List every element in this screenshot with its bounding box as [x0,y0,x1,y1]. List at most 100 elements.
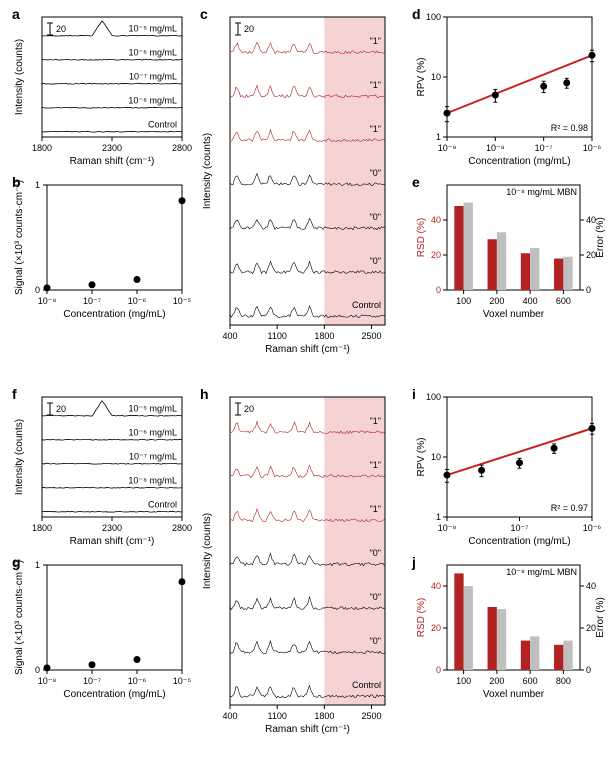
svg-text:1: 1 [436,512,441,522]
svg-text:Voxel number: Voxel number [483,309,545,320]
svg-text:1800: 1800 [314,331,334,341]
svg-text:1800: 1800 [32,523,52,533]
svg-text:10⁻⁸: 10⁻⁸ [486,143,505,153]
svg-text:2300: 2300 [102,143,122,153]
svg-text:10⁻⁷: 10⁻⁷ [83,296,101,306]
svg-text:Raman shift (cm⁻¹): Raman shift (cm⁻¹) [265,344,350,355]
svg-text:40: 40 [431,581,441,591]
svg-text:20: 20 [431,250,441,260]
svg-text:100: 100 [426,12,441,22]
svg-text:600: 600 [556,296,571,306]
svg-text:Raman shift (cm⁻¹): Raman shift (cm⁻¹) [265,724,350,735]
svg-text:Raman shift (cm⁻¹): Raman shift (cm⁻¹) [70,536,155,547]
svg-text:10⁻⁶: 10⁻⁶ [583,143,602,153]
svg-text:0: 0 [586,285,591,295]
svg-text:10⁻⁶ mg/mL: 10⁻⁶ mg/mL [129,428,177,438]
svg-text:"0": "0" [370,592,381,602]
svg-text:"1": "1" [370,460,381,470]
svg-text:Intensity (counts): Intensity (counts) [202,133,213,209]
svg-text:1: 1 [35,180,40,190]
svg-text:10⁻⁷ mg/mL: 10⁻⁷ mg/mL [129,72,177,82]
svg-text:"1": "1" [370,124,381,134]
svg-text:10⁻⁵: 10⁻⁵ [173,296,192,306]
svg-text:10⁻⁶: 10⁻⁶ [128,676,147,686]
svg-text:10⁻⁸: 10⁻⁸ [38,676,57,686]
svg-text:Concentration (mg/mL): Concentration (mg/mL) [468,536,570,547]
svg-text:2300: 2300 [102,523,122,533]
svg-text:10⁻⁸ mg/mL: 10⁻⁸ mg/mL [128,476,177,486]
svg-text:"1": "1" [370,36,381,46]
svg-text:10⁻⁵ mg/mL: 10⁻⁵ mg/mL [129,24,178,34]
svg-text:2500: 2500 [362,331,382,341]
svg-text:"0": "0" [370,256,381,266]
svg-text:Intensity (counts): Intensity (counts) [14,39,25,115]
svg-text:400: 400 [222,331,237,341]
svg-text:1800: 1800 [32,143,52,153]
svg-text:Error (%): Error (%) [595,217,606,258]
svg-text:Error (%): Error (%) [595,597,606,638]
svg-text:1: 1 [35,560,40,570]
svg-text:Control: Control [352,300,381,310]
svg-text:10⁻⁶: 10⁻⁶ [583,523,602,533]
svg-text:1100: 1100 [267,711,286,721]
svg-text:Intensity (counts): Intensity (counts) [14,419,25,495]
svg-text:10⁻⁶: 10⁻⁶ [128,296,147,306]
svg-text:Concentration (mg/mL): Concentration (mg/mL) [63,309,165,320]
svg-text:40: 40 [586,581,596,591]
svg-text:10⁻⁸ mg/mL: 10⁻⁸ mg/mL [128,96,177,106]
svg-text:20: 20 [56,404,66,414]
svg-text:10⁻⁷ mg/mL: 10⁻⁷ mg/mL [129,452,177,462]
svg-text:20: 20 [431,623,441,633]
svg-text:600: 600 [523,676,538,686]
svg-text:1800: 1800 [314,711,334,721]
svg-text:20: 20 [56,24,66,34]
svg-text:400: 400 [222,711,237,721]
svg-text:Signal (×10³ counts·cm⁻¹): Signal (×10³ counts·cm⁻¹) [14,560,25,675]
svg-text:0: 0 [436,285,441,295]
svg-text:Intensity (counts): Intensity (counts) [202,513,213,589]
svg-text:"1": "1" [370,80,381,90]
svg-text:200: 200 [489,296,504,306]
svg-text:40: 40 [431,215,441,225]
svg-text:10⁻⁶ mg/mL: 10⁻⁶ mg/mL [129,48,177,58]
svg-text:10⁻⁸: 10⁻⁸ [438,523,457,533]
svg-text:RPV (%): RPV (%) [416,438,427,477]
svg-text:RSD (%): RSD (%) [416,598,427,637]
svg-text:10⁻⁷: 10⁻⁷ [83,676,101,686]
svg-text:R² = 0.97: R² = 0.97 [551,503,588,513]
svg-text:100: 100 [456,676,471,686]
svg-text:100: 100 [456,296,471,306]
svg-text:1100: 1100 [267,331,286,341]
svg-text:2800: 2800 [172,523,192,533]
svg-text:10⁻⁸: 10⁻⁸ [38,296,57,306]
svg-text:0: 0 [35,665,40,675]
svg-text:10⁻⁷: 10⁻⁷ [535,143,553,153]
svg-text:10: 10 [431,452,441,462]
svg-text:RPV (%): RPV (%) [416,58,427,97]
svg-text:Control: Control [148,120,177,130]
svg-text:800: 800 [556,676,571,686]
svg-text:Raman shift (cm⁻¹): Raman shift (cm⁻¹) [70,156,155,167]
svg-text:Concentration (mg/mL): Concentration (mg/mL) [63,689,165,700]
svg-text:1: 1 [436,132,441,142]
svg-text:10⁻⁸ mg/mL MBN: 10⁻⁸ mg/mL MBN [506,567,577,577]
svg-text:100: 100 [426,392,441,402]
svg-text:Concentration (mg/mL): Concentration (mg/mL) [468,156,570,167]
svg-text:0: 0 [586,665,591,675]
svg-text:10⁻⁵ mg/mL: 10⁻⁵ mg/mL [129,404,178,414]
svg-text:10⁻⁸ mg/mL MBN: 10⁻⁸ mg/mL MBN [506,187,577,197]
svg-text:20: 20 [244,24,254,34]
svg-text:10⁻⁹: 10⁻⁹ [438,143,457,153]
svg-text:"1": "1" [370,416,381,426]
svg-text:0: 0 [436,665,441,675]
svg-text:Signal (×10³ counts·cm⁻¹): Signal (×10³ counts·cm⁻¹) [14,180,25,295]
svg-text:Voxel number: Voxel number [483,689,545,700]
svg-text:2500: 2500 [362,711,382,721]
svg-text:10: 10 [431,72,441,82]
svg-text:10⁻⁵: 10⁻⁵ [173,676,192,686]
svg-text:Control: Control [352,680,381,690]
svg-text:20: 20 [244,404,254,414]
svg-text:"1": "1" [370,504,381,514]
svg-text:200: 200 [489,676,504,686]
svg-text:2800: 2800 [172,143,192,153]
